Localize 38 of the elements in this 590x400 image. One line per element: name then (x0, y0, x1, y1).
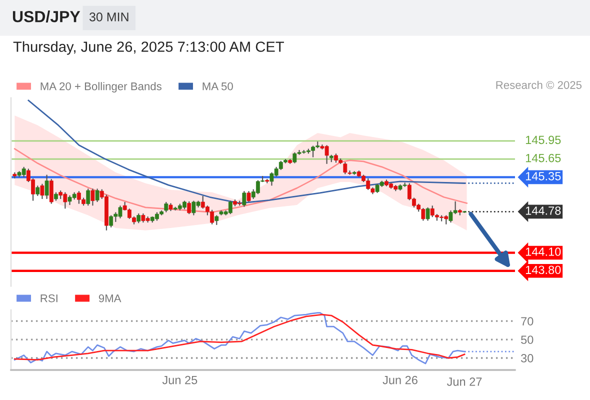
candlestick (49, 178, 54, 204)
candlestick (187, 200, 192, 215)
candlestick (228, 200, 232, 215)
candlestick (95, 188, 100, 203)
y-tick-label: 30 (521, 354, 534, 362)
legend-label: 9MA (98, 294, 122, 302)
legend-label: MA 50 (202, 82, 233, 90)
y-tick-label: 70 (521, 317, 534, 326)
ref-line-label: 145.95 (526, 136, 561, 144)
ref-line-label: 145.35 (526, 172, 561, 180)
ref-line-label: 143.80 (526, 266, 561, 274)
text: Jun 27 (446, 378, 482, 386)
chart-title: USD/JPY (12, 10, 80, 22)
text: Research © 2025 (496, 80, 582, 89)
candlestick (36, 185, 40, 196)
x-tick-label: Jun 26 (382, 376, 418, 384)
candlestick (136, 212, 141, 224)
ref-line-label: 144.78 (526, 206, 561, 215)
legend-label: RSI (40, 294, 58, 302)
candlestick (44, 174, 49, 200)
text: Thursday, June 26, 2025 7:13:00 AM CET (13, 41, 284, 55)
candlestick (242, 190, 246, 208)
candlestick (214, 214, 219, 226)
candlestick (109, 214, 114, 228)
candlestick (426, 206, 430, 222)
x-tick-label: Jun 25 (162, 376, 198, 384)
y-tick-label: 50 (521, 336, 534, 344)
ref-line-label: 144.10 (526, 248, 561, 256)
ref-line-label: 145.65 (526, 154, 561, 162)
candlestick (164, 201, 168, 213)
candlestick (343, 162, 348, 175)
candlestick (246, 190, 251, 203)
legend-label: MA 20 + Bollinger Bands (40, 82, 162, 92)
chart-subtitle: 30 MIN (89, 12, 128, 22)
candlestick (86, 188, 90, 206)
candlestick (90, 188, 95, 206)
candlestick (348, 170, 352, 176)
candlestick (40, 183, 44, 200)
